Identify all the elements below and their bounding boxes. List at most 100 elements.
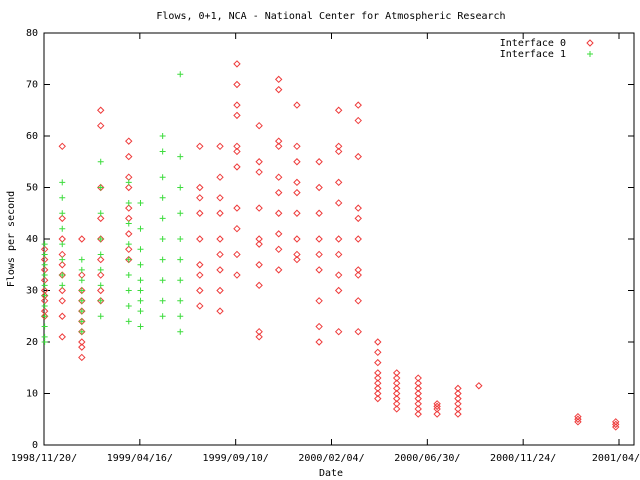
point (414, 374, 422, 382)
y-tick-label: 80 (26, 28, 38, 39)
point (59, 272, 66, 279)
point (78, 235, 86, 243)
point (97, 266, 104, 273)
point (315, 338, 323, 346)
point (274, 266, 283, 274)
point (274, 188, 283, 197)
point (159, 236, 166, 242)
point (58, 297, 66, 305)
point (334, 250, 343, 259)
point (97, 282, 104, 289)
point (196, 183, 204, 192)
point (97, 236, 104, 242)
point (41, 292, 48, 299)
point (392, 405, 401, 413)
point (233, 250, 241, 259)
point (334, 327, 343, 336)
point (97, 286, 105, 295)
point (41, 251, 48, 258)
point (159, 215, 166, 222)
point (125, 137, 133, 145)
point (255, 281, 263, 290)
point (354, 152, 362, 161)
point (78, 318, 85, 325)
point (255, 204, 263, 212)
point (374, 358, 382, 367)
point (612, 423, 620, 431)
y-tick-label: 20 (26, 337, 38, 348)
point (293, 255, 301, 264)
y-tick-label: 40 (26, 234, 38, 245)
point (374, 394, 382, 403)
point (255, 121, 263, 130)
point (475, 382, 483, 390)
point (125, 245, 133, 254)
point (392, 379, 401, 387)
point (78, 328, 85, 335)
point (315, 297, 323, 305)
point (159, 256, 166, 263)
point (274, 245, 283, 254)
point (274, 173, 283, 181)
point (392, 369, 401, 377)
point (315, 266, 323, 274)
point (433, 410, 441, 418)
legend-swatch (586, 39, 594, 47)
point (125, 199, 132, 206)
point (97, 313, 104, 320)
chart-title: Flows, 0+1, NCA - National Center for At… (156, 11, 505, 22)
point (137, 287, 144, 294)
point (41, 282, 48, 289)
point (293, 178, 301, 187)
legend-swatch (587, 51, 593, 57)
legend-label: Interface 1 (500, 49, 566, 60)
point (59, 194, 66, 201)
point (78, 308, 85, 315)
point (97, 121, 105, 130)
point (414, 394, 422, 403)
point (137, 261, 144, 268)
point (41, 313, 48, 320)
point (41, 333, 48, 340)
legend-label: Interface 0 (500, 38, 566, 49)
point (137, 225, 144, 232)
point (392, 394, 401, 403)
point (233, 224, 241, 233)
point (41, 302, 48, 309)
point (196, 302, 204, 310)
point (274, 137, 283, 145)
point (255, 333, 263, 341)
point (58, 261, 66, 269)
y-tick-label: 10 (26, 389, 38, 400)
point (58, 142, 66, 151)
point (59, 225, 66, 232)
point (293, 235, 301, 243)
point (374, 374, 382, 382)
point (196, 271, 204, 279)
point (177, 256, 184, 263)
point (59, 241, 66, 248)
y-tick-label: 60 (26, 131, 38, 142)
point (59, 179, 66, 186)
point (392, 374, 401, 382)
point (137, 277, 144, 284)
point (274, 75, 283, 84)
point (233, 80, 241, 89)
point (612, 418, 620, 426)
point (196, 286, 204, 295)
point (354, 266, 362, 274)
point (59, 282, 66, 289)
point (97, 158, 104, 165)
point (334, 271, 343, 279)
point (137, 308, 144, 315)
point (293, 209, 301, 217)
point (334, 286, 343, 295)
point (196, 235, 204, 243)
point (216, 250, 224, 259)
point (255, 235, 263, 243)
point (177, 153, 184, 160)
point (125, 179, 132, 186)
point (274, 85, 283, 94)
point (177, 236, 184, 242)
